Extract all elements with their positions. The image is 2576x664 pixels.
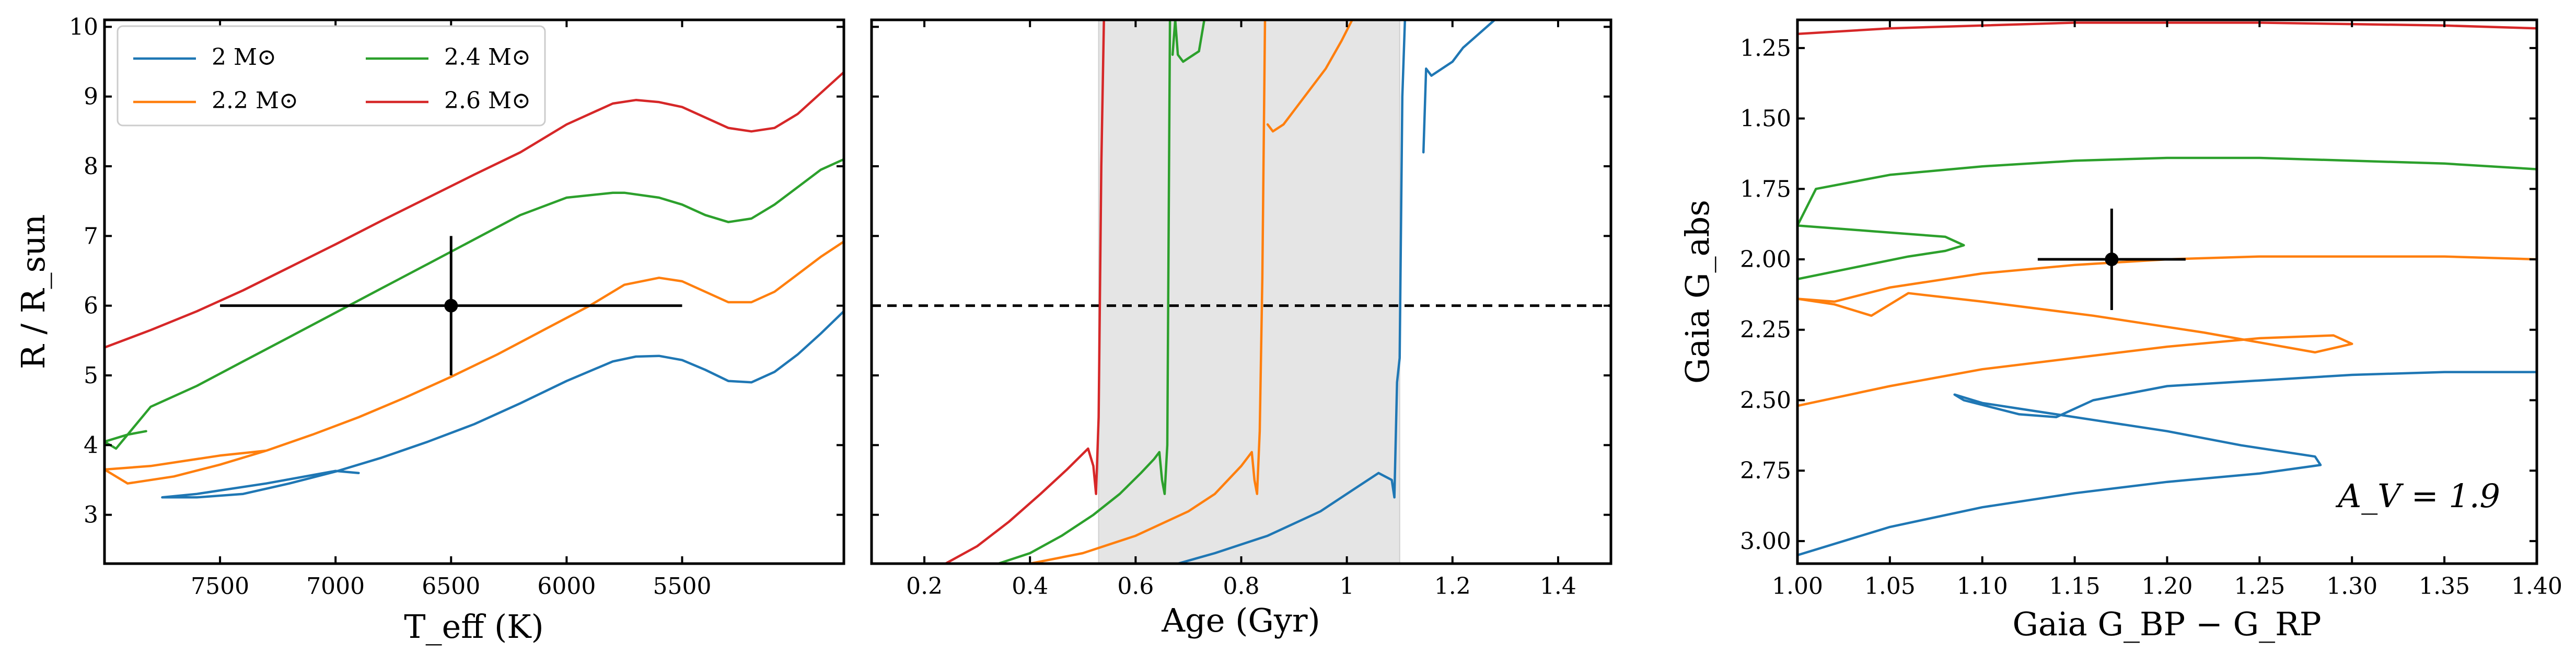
ytick-label-cmd-2: 1.75 xyxy=(1740,176,1791,202)
series-line-cmd-2-4-m-2 xyxy=(1797,156,2537,281)
legend: 2 M⊙ 2.2 M⊙ 2.4 M⊙ 2.6 M⊙ xyxy=(117,25,546,127)
xlabel-age: Age (Gyr) xyxy=(1161,601,1320,639)
xtick-label-cmd-1: 1.05 xyxy=(1864,573,1916,600)
extinction-annotation: A_V = 1.9 xyxy=(2335,477,2500,515)
series-line-hr-2-4-m-2 xyxy=(105,158,844,450)
curves-cmd xyxy=(1797,21,2537,557)
series-line-age-2-m-late-1 xyxy=(1422,20,1496,154)
ytick-label-hr-4: 7 xyxy=(84,223,98,249)
legend-label-2msun: 2 M⊙ xyxy=(212,44,276,71)
ytick-label-hr-5: 8 xyxy=(84,153,98,180)
legend-label-2-6msun: 2.6 M⊙ xyxy=(444,87,531,114)
xtick-label-age-0: 0.2 xyxy=(906,573,943,600)
series-line-age-2-6-m-6 xyxy=(944,20,1105,564)
xtick-label-hr-1: 7000 xyxy=(306,573,365,600)
frame-age xyxy=(870,18,1612,565)
legend-label-2-4msun: 2.4 M⊙ xyxy=(444,44,531,71)
xtick-label-age-4: 1 xyxy=(1340,573,1354,600)
series-line-age-2-m-0 xyxy=(1176,20,1412,564)
xtick-label-cmd-6: 1.30 xyxy=(2326,573,2377,600)
data-point-hr xyxy=(444,299,458,313)
ytick-label-cmd-3: 2.00 xyxy=(1740,246,1791,273)
ytick-label-hr-7: 10 xyxy=(69,14,98,40)
xtick-label-hr-3: 6000 xyxy=(537,573,596,600)
ytick-label-hr-3: 6 xyxy=(84,293,98,319)
curves-hr xyxy=(105,71,844,499)
ytick-label-cmd-1: 1.50 xyxy=(1740,106,1791,132)
xtick-label-cmd-7: 1.35 xyxy=(2419,573,2470,600)
xtick-label-age-5: 1.2 xyxy=(1434,573,1471,600)
errorbar-hr xyxy=(220,236,682,375)
xlabel-hr: T_eff (K) xyxy=(404,608,544,646)
ytick-label-hr-2: 5 xyxy=(84,362,98,389)
xtick-label-cmd-4: 1.20 xyxy=(2142,573,2193,600)
xtick-label-hr-4: 5500 xyxy=(653,573,711,600)
series-line-age-2-4-m-late-5 xyxy=(1171,20,1206,63)
ytick-label-hr-0: 3 xyxy=(84,502,98,529)
xtick-label-age-2: 0.6 xyxy=(1117,573,1154,600)
errorbar-cmd xyxy=(2037,209,2186,311)
series-line-age-2-4-m-4 xyxy=(997,20,1171,564)
xtick-label-age-1: 0.4 xyxy=(1012,573,1048,600)
panel-radius-vs-teff: 7500 7000 6500 6000 5500 3 4 5 6 7 8 9 10 2 M⊙ 2.2 M… xyxy=(14,14,845,646)
curves-age xyxy=(944,20,1496,564)
legend-label-2-2msun: 2.2 M⊙ xyxy=(212,87,298,114)
age-shaded-range xyxy=(1098,19,1400,564)
ytick-label-hr-1: 4 xyxy=(84,432,98,459)
xtick-label-hr-0: 7500 xyxy=(191,573,249,600)
ytick-label-cmd-4: 2.25 xyxy=(1740,317,1791,344)
xtick-label-cmd-2: 1.10 xyxy=(1957,573,2008,600)
ticks-age: 0.2 0.4 0.6 0.8 1 1.2 1.4 xyxy=(872,20,1611,600)
ylabel-hr: R / R_sun xyxy=(14,214,52,369)
series-line-hr-2-6-m-3 xyxy=(105,71,844,349)
xtick-label-age-3: 0.8 xyxy=(1223,573,1260,600)
frame-cmd xyxy=(1796,18,2538,565)
ticks-hr: 7500 7000 6500 6000 5500 3 4 5 6 7 8 9 10 xyxy=(69,14,844,600)
ytick-label-cmd-5: 2.50 xyxy=(1740,387,1791,414)
xtick-label-hr-2: 6500 xyxy=(422,573,480,600)
ytick-label-cmd-7: 3.00 xyxy=(1740,528,1791,555)
panel-color-magnitude: 1.00 1.05 1.10 1.15 1.20 1.25 1.30 1.35 1.40 1.25… xyxy=(1678,18,2562,643)
series-line-age-2-2-m-2 xyxy=(1028,20,1267,564)
series-line-age-2-2-m-late-3 xyxy=(1266,20,1354,133)
ylabel-cmd: Gaia G_abs xyxy=(1678,200,1716,384)
xtick-label-cmd-5: 1.25 xyxy=(2234,573,2285,600)
panel-radius-vs-age: 0.2 0.4 0.6 0.8 1 1.2 1.4 Age (Gyr) xyxy=(870,18,1612,639)
xtick-label-cmd-8: 1.40 xyxy=(2511,573,2562,600)
series-line-hr-2-2-m-1 xyxy=(105,240,844,485)
ytick-label-cmd-6: 2.75 xyxy=(1740,457,1791,484)
xtick-label-age-6: 1.4 xyxy=(1540,573,1576,600)
ytick-label-hr-6: 9 xyxy=(84,84,98,110)
legend-box xyxy=(117,25,546,127)
series-line-cmd-2-2-m-1 xyxy=(1797,255,2537,407)
series-line-cmd-2-m-0 xyxy=(1797,371,2537,557)
ticks-cmd: 1.00 1.05 1.10 1.15 1.20 1.25 1.30 1.35 1.40 1.25… xyxy=(1740,20,2562,600)
ytick-label-cmd-0: 1.25 xyxy=(1740,35,1791,62)
frame-hr xyxy=(103,18,845,565)
series-line-hr-2-m-0 xyxy=(161,310,844,499)
data-point-cmd xyxy=(2105,253,2119,267)
xtick-label-cmd-3: 1.15 xyxy=(2049,573,2101,600)
xlabel-cmd: Gaia G_BP − G_RP xyxy=(2012,605,2321,643)
xtick-label-cmd-0: 1.00 xyxy=(1772,573,1823,600)
